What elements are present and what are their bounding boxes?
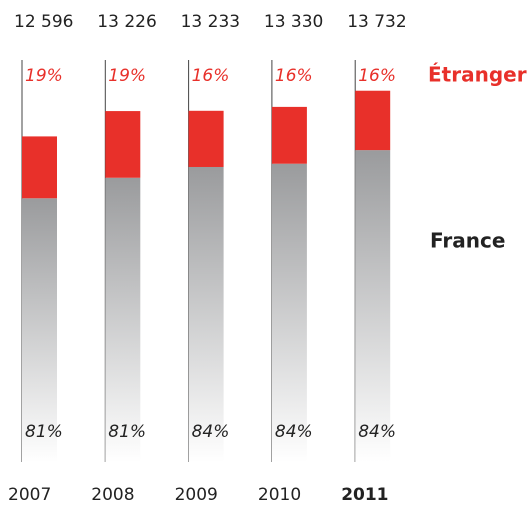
year-label: 2009 [175,485,218,505]
bar-segment-etranger [105,111,141,178]
year-label: 2010 [258,485,301,505]
france-pct: 84% [275,422,313,442]
france-pct: 81% [108,422,146,442]
france-pct: 81% [25,422,63,442]
bar-segment-france [188,166,224,462]
france-pct: 84% [192,422,230,442]
total-label: 13 330 [264,12,323,32]
etranger-pct: 19% [108,66,146,86]
etranger-pct: 16% [358,66,396,86]
france-pct: 84% [358,422,396,442]
bar-segment-france [271,163,307,462]
etranger-pct: 16% [275,66,313,86]
year-label: 2011 [341,485,388,505]
bar-segment-etranger [271,106,307,164]
total-label: 13 233 [181,12,240,32]
total-label: 13 732 [347,12,406,32]
etranger-pct: 19% [25,66,63,86]
year-label: 2007 [8,485,51,505]
etranger-pct: 16% [192,66,230,86]
bar-segment-france [22,198,57,462]
legend-etranger: Étranger [428,63,527,87]
total-label: 12 596 [14,12,73,32]
bar-segment-france [355,150,391,463]
legend-france: France [430,229,505,253]
bar-segment-france [105,177,141,462]
bar-segment-etranger [22,136,57,199]
year-label: 2008 [91,485,134,505]
bar-segment-etranger [188,110,224,167]
total-label: 13 226 [97,12,156,32]
bar-segment-etranger [355,90,391,151]
